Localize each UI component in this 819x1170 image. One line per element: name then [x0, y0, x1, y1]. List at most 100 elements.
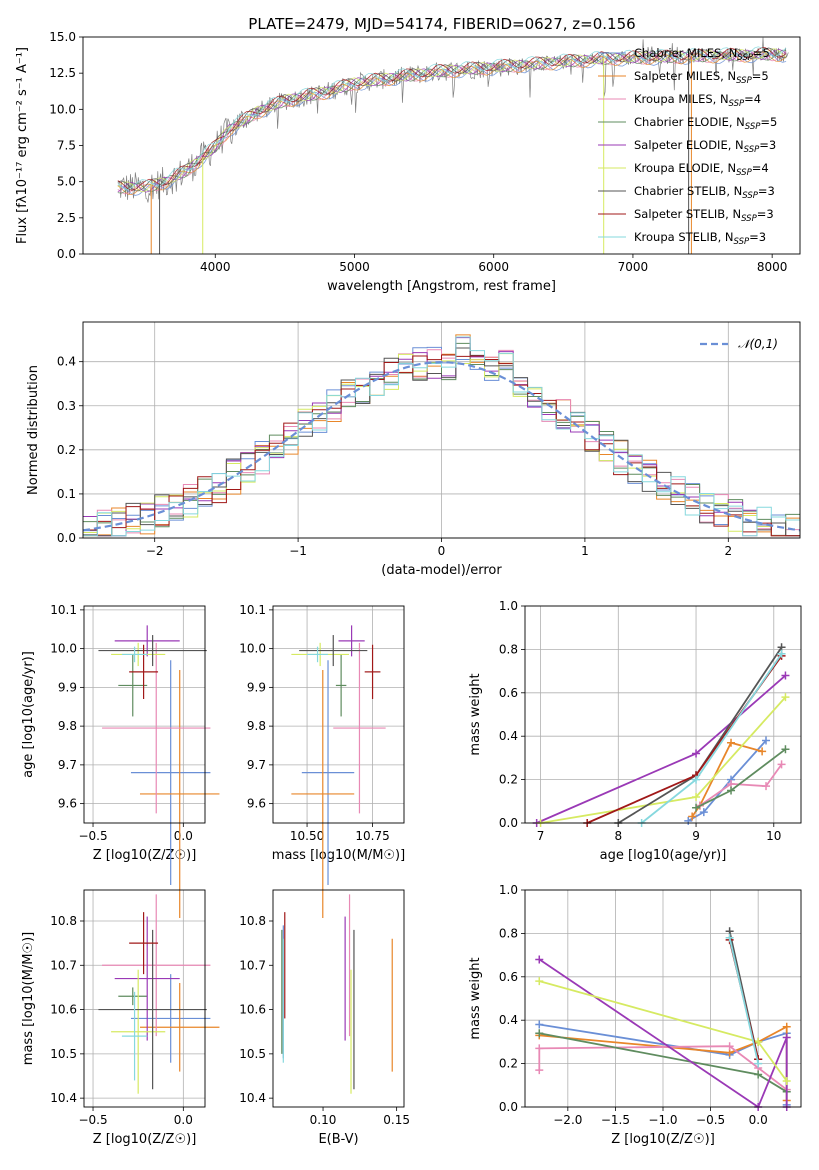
legend-label: Salpeter MILES, NSSP=5 — [634, 69, 769, 86]
x-tick-label: −0.5 — [78, 1113, 107, 1127]
x-tick-label: 6000 — [478, 260, 509, 274]
weight-marker — [684, 816, 693, 825]
model-spectrum-chabrier_stelib — [117, 47, 787, 192]
legend-label-value: =4 — [744, 92, 761, 106]
weight-marker — [727, 786, 736, 795]
y-tick-label: 0.0 — [57, 531, 76, 545]
y-axis-label: Normed distribution — [26, 365, 41, 495]
axes-frame — [83, 889, 206, 1108]
x-tick-label: 0.15 — [383, 1113, 410, 1127]
y-tick-label: 10.0 — [49, 102, 76, 116]
model-spectrum-kroupa_stelib — [117, 46, 787, 190]
legend-label-text: Chabrier MILES, N — [634, 46, 737, 60]
y-tick-label: 0.2 — [57, 443, 76, 457]
y-tick-label: 9.8 — [247, 719, 266, 733]
y-tick-label: 0.8 — [499, 926, 518, 940]
y-tick-label: 1.0 — [499, 883, 518, 897]
legend-label-text: Chabrier ELODIE, N — [634, 115, 745, 129]
x-tick-label: 0.10 — [310, 1113, 337, 1127]
y-tick-label: 10.5 — [239, 1047, 266, 1061]
y-tick-label: 10.7 — [50, 958, 77, 972]
legend-label-subscript: SSP — [736, 76, 752, 86]
figure-title: PLATE=2479, MJD=54174, FIBERID=0627, z=0… — [248, 15, 635, 33]
weight-marker — [692, 792, 701, 801]
x-tick-label: −1.5 — [601, 1113, 630, 1127]
x-axis-label: Z [log10(Z/Z☉)] — [611, 1132, 715, 1147]
weight-marker — [688, 812, 697, 821]
y-tick-label: 9.9 — [247, 680, 266, 694]
axes-frame — [83, 605, 206, 824]
y-tick-label: 0.2 — [499, 1057, 518, 1071]
legend-label-value: =3 — [759, 138, 776, 152]
y-tick-label: 10.4 — [239, 1091, 266, 1105]
legend-label: Salpeter ELODIE, NSSP=3 — [634, 138, 776, 155]
weight-marker — [535, 1066, 544, 1075]
y-tick-label: 0.0 — [499, 816, 518, 830]
mass-vs-extinction-panel: 0.10 0.15 10.4 10.5 10.6 10.7 10.8 E(B-V) — [239, 889, 410, 1147]
y-tick-label: 9.7 — [58, 758, 77, 772]
weight-marker — [758, 747, 767, 756]
x-axis-label: age [log10(age/yr)] — [600, 848, 727, 863]
legend-label-value: =3 — [757, 207, 774, 221]
y-tick-label: 10.1 — [50, 603, 77, 617]
legend-label-subscript: SSP — [742, 191, 758, 201]
x-axis-label: Z [log10(Z/Z☉)] — [93, 1132, 197, 1147]
y-tick-label: 9.6 — [247, 797, 266, 811]
axes-frame — [82, 36, 801, 255]
weight-vs-age-panel: 7 8 9 10 0.0 0.2 0.4 0.6 0.8 1.0 age [log10(age/yr… — [468, 599, 802, 863]
weight-marker — [535, 955, 544, 964]
y-tick-label: 10.5 — [50, 1047, 77, 1061]
legend-label-text: Kroupa ELODIE, N — [634, 161, 736, 175]
y-tick-label: 10.8 — [239, 914, 266, 928]
y-tick-label: 9.7 — [247, 758, 266, 772]
legend-label-value: =5 — [760, 115, 777, 129]
y-tick-label: 0.0 — [57, 247, 76, 261]
x-tick-label: 10.75 — [355, 829, 389, 843]
legend-label: Chabrier MILES, NSSP=5 — [634, 46, 770, 63]
y-tick-label: 10.0 — [239, 642, 266, 656]
weight-marker — [535, 977, 544, 986]
grid — [273, 606, 404, 823]
legend-label: 𝒩(0,1) — [738, 337, 778, 351]
residual-histogram-panel: −2 −1 0 1 2 0.0 0.1 0.2 0.3 0.4 (data-model)/error… — [26, 321, 801, 578]
weight-marker — [692, 749, 701, 758]
weight-marker — [781, 693, 790, 702]
y-tick-label: 12.5 — [49, 66, 76, 80]
weight-marker — [725, 933, 734, 942]
weight-line — [728, 937, 760, 1064]
legend-label: Kroupa STELIB, NSSP=3 — [634, 230, 766, 247]
y-tick-label: 9.6 — [58, 797, 77, 811]
legend-label-value: =5 — [753, 46, 770, 60]
weight-vs-metallicity-panel: −2.0 −1.5 −1.0 −0.5 0.0 0.0 0.2 0.4 0.6 0.8 1.0 Z [… — [468, 883, 802, 1147]
legend-label-subscript: SSP — [729, 99, 745, 109]
weight-marker — [692, 775, 701, 784]
legend-label-subscript: SSP — [737, 53, 753, 63]
weight-marker — [692, 803, 701, 812]
y-tick-label: 10.0 — [50, 642, 77, 656]
y-axis-label: Flux [fλ10⁻¹⁷ erg cm⁻² s⁻¹ A⁻¹] — [15, 47, 30, 244]
y-tick-label: 0.8 — [499, 642, 518, 656]
axes-frame — [272, 605, 405, 824]
legend-label-value: =4 — [752, 161, 769, 175]
weight-marker — [535, 1044, 544, 1053]
y-tick-label: 10.7 — [239, 958, 266, 972]
x-tick-label: 0 — [438, 544, 446, 558]
mass-vs-metallicity-panel: −0.5 0.0 10.4 10.5 10.6 10.7 10.8 Z [log10(Z/Z☉… — [21, 889, 220, 1147]
gaussian-reference-line — [82, 360, 801, 532]
y-axis-label: age [log10(age/yr)] — [21, 651, 36, 778]
legend-label-subscript: SSP — [745, 122, 761, 132]
legend-label-text: Salpeter MILES, N — [634, 69, 736, 83]
weight-line — [538, 958, 788, 1109]
weight-line — [699, 763, 783, 807]
y-axis-label: mass weight — [468, 673, 483, 755]
histogram-step-chabrier_stelib — [83, 347, 800, 537]
weight-marker — [754, 1070, 763, 1079]
axes-frame — [272, 889, 405, 1108]
x-tick-label: −2 — [146, 544, 164, 558]
y-tick-label: 0.4 — [499, 1013, 518, 1027]
weight-marker — [754, 1037, 763, 1046]
x-tick-label: 0.0 — [749, 1113, 768, 1127]
x-tick-label: −0.5 — [78, 829, 107, 843]
legend-label: Kroupa MILES, NSSP=4 — [634, 92, 761, 109]
weight-marker — [699, 808, 708, 817]
